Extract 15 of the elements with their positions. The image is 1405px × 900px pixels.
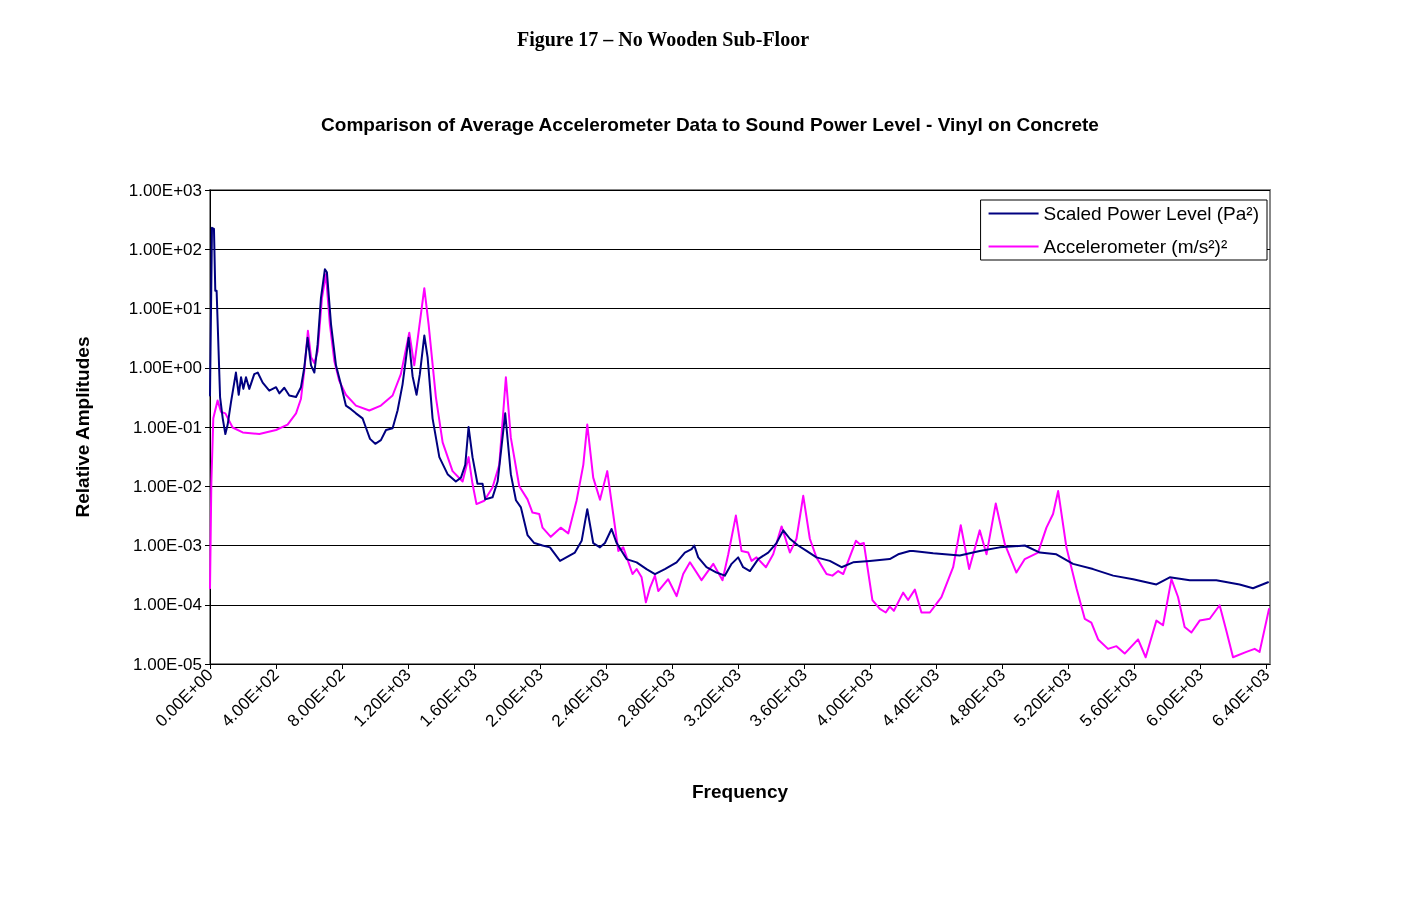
y-tick-label: 1.00E+00 <box>128 358 202 378</box>
y-tick-label: 1.00E-05 <box>133 654 202 674</box>
y-tick-label: 1.00E+02 <box>128 239 202 259</box>
y-tick-label: 1.00E+03 <box>128 180 202 200</box>
y-tick-label: 1.00E-03 <box>133 536 202 555</box>
y-tick-label: 1.00E+01 <box>128 299 202 318</box>
y-tick-label: 1.00E-01 <box>133 417 202 437</box>
legend-label: Accelerometer (m/s²)² <box>1043 236 1228 257</box>
x-axis-title: Frequency <box>691 781 789 802</box>
y-axis-title: Relative Amplitudes <box>72 336 93 518</box>
y-tick-label: 1.00E-02 <box>133 476 202 496</box>
chart-subtitle: Comparison of Average Accelerometer Data to Sound Power Level - Vinyl on Concrete <box>321 114 1099 135</box>
chart-title: Figure 17 – No Wooden Sub-Floor <box>516 28 810 51</box>
y-tick-label: 1.00E-04 <box>133 595 202 615</box>
legend-label: Scaled Power Level (Pa²) <box>1043 203 1260 224</box>
